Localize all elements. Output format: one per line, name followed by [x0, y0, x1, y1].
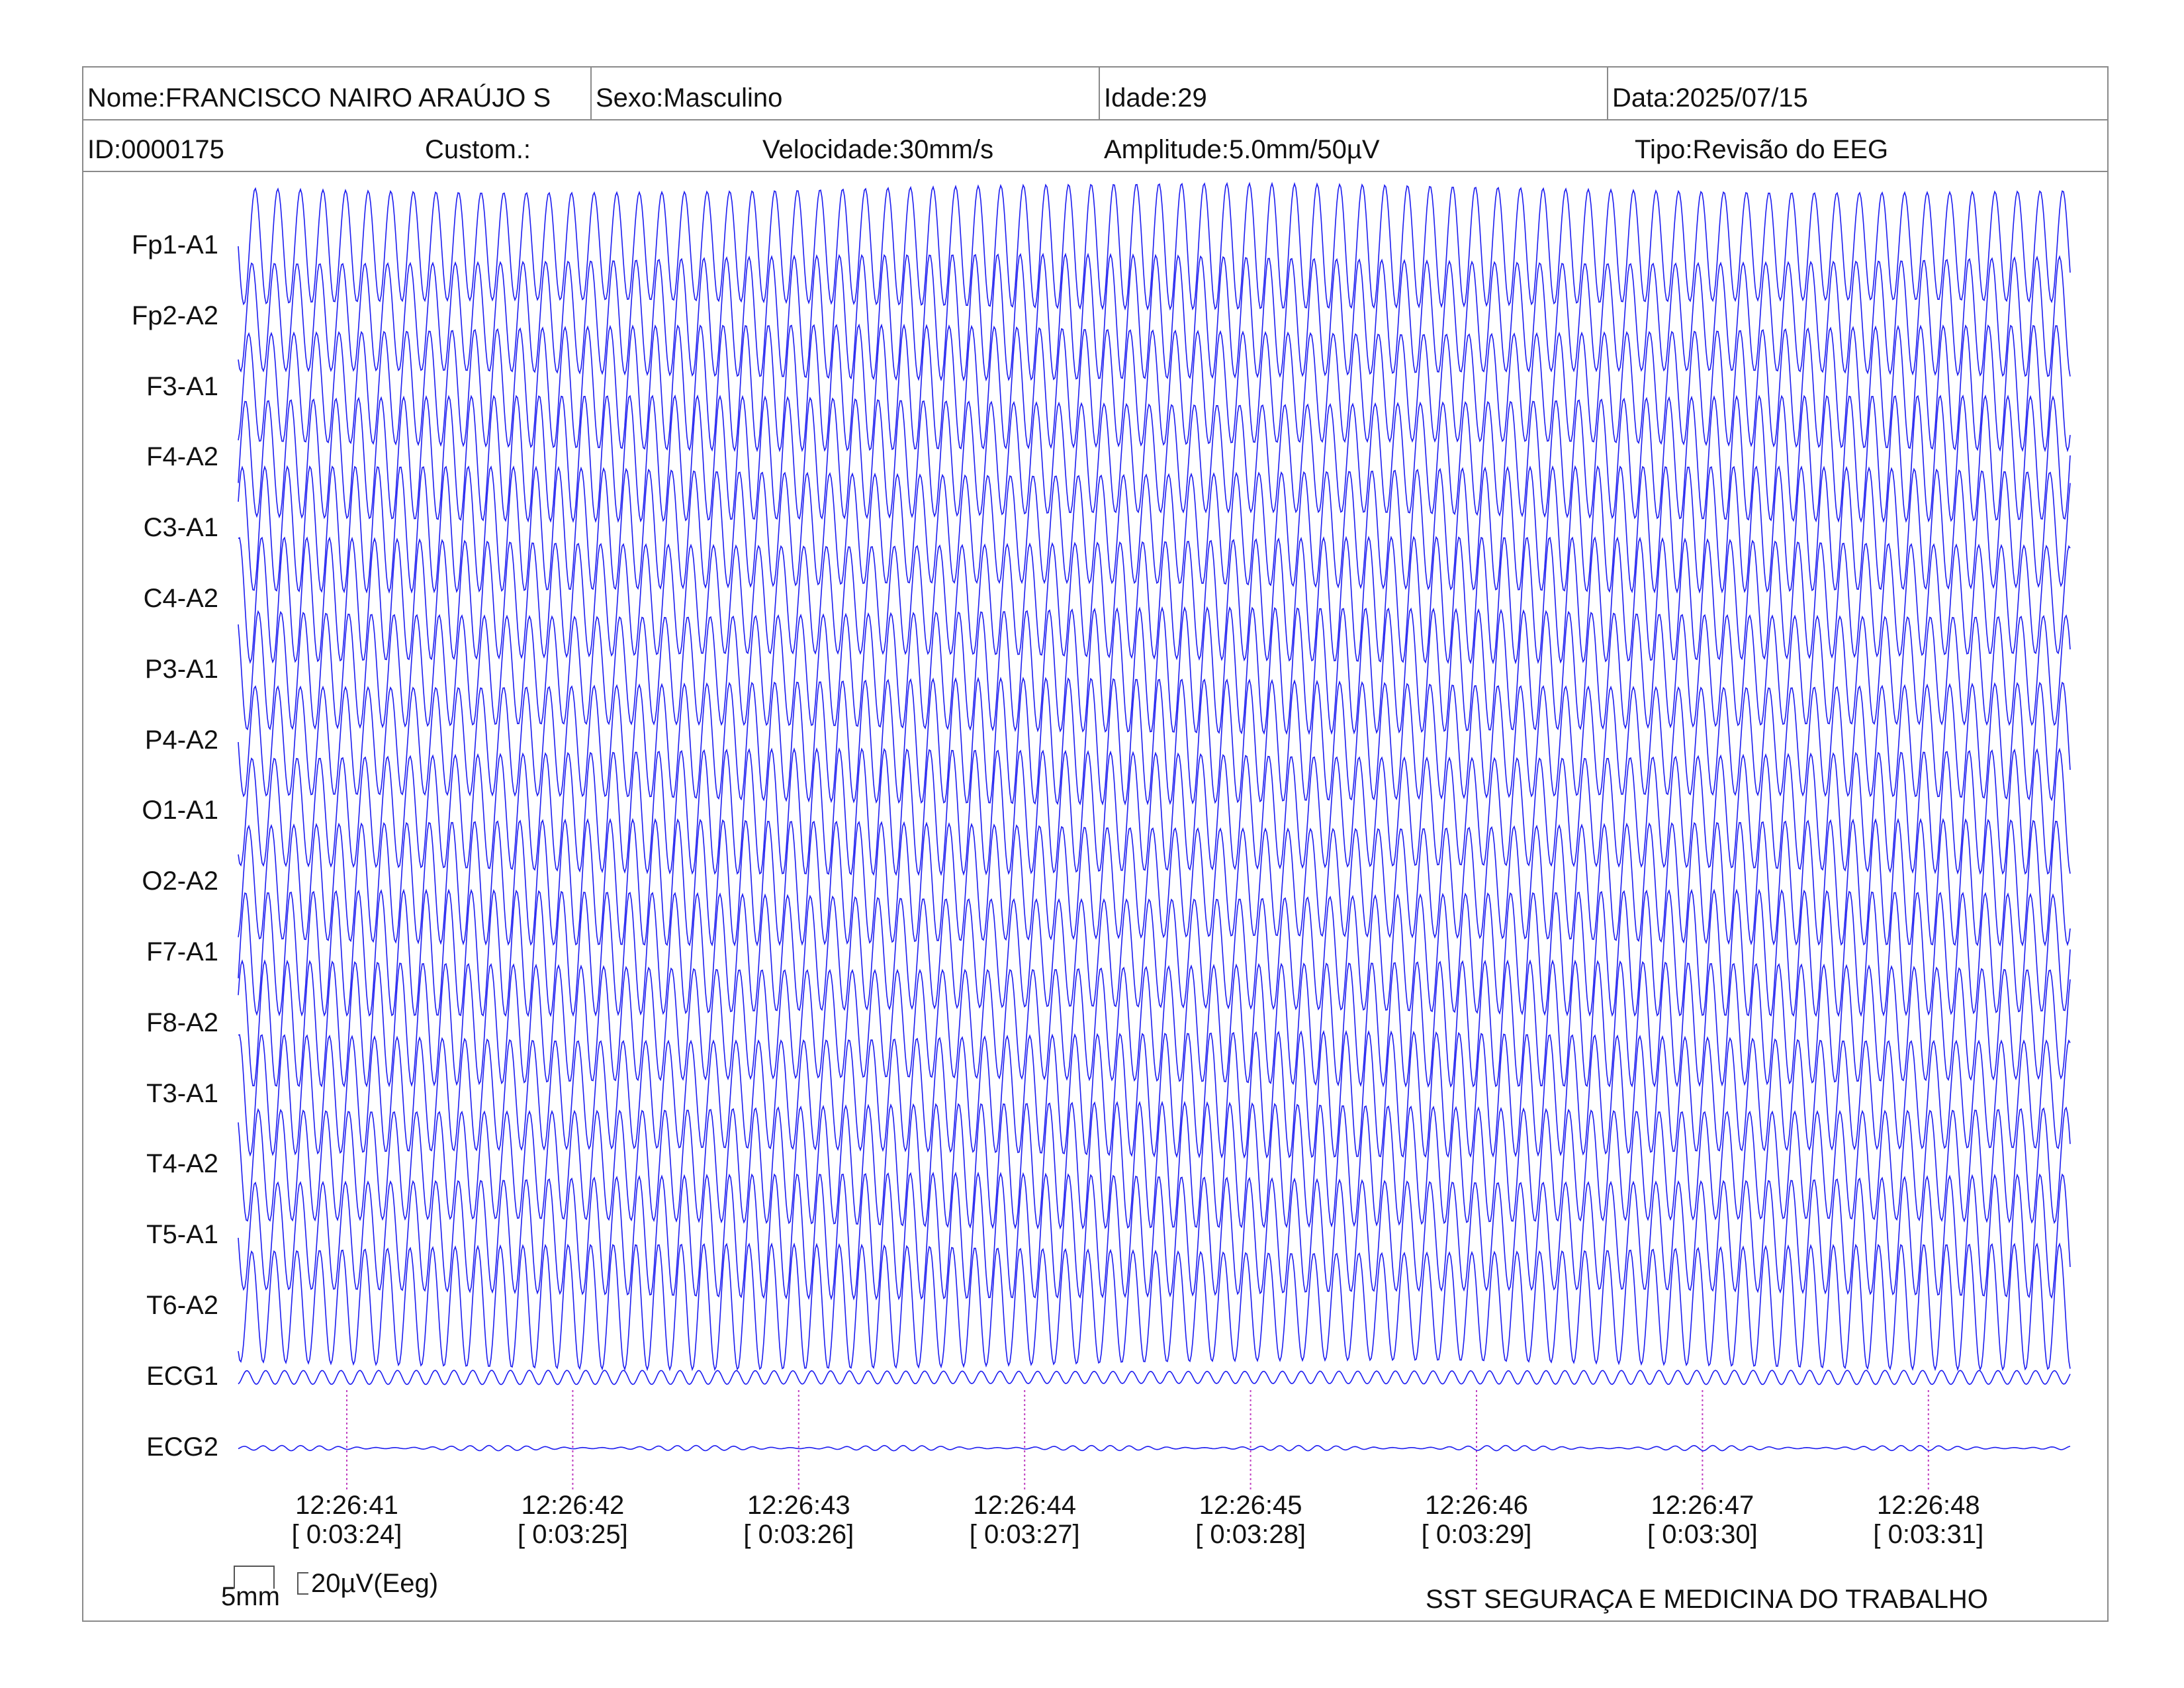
channel-label: P4-A2: [144, 725, 218, 755]
channel-label: ECG2: [146, 1432, 218, 1462]
custom-field: Custom.:: [425, 135, 531, 164]
clock-time: 12:26:43: [747, 1491, 850, 1520]
time-mark-label: 12:26:43[ 0:03:26]: [700, 1491, 898, 1549]
channel-label: T4-A2: [146, 1149, 218, 1179]
trace-c3-a1: [238, 465, 2071, 594]
elapsed-time: [ 0:03:26]: [743, 1520, 854, 1549]
time-mark-label: 12:26:48[ 0:03:31]: [1829, 1491, 2028, 1549]
trace-fp2-a2: [238, 252, 2071, 382]
clock-time: 12:26:46: [1425, 1491, 1528, 1520]
patient-name: Nome:FRANCISCO NAIRO ARAÚJO S: [87, 83, 551, 113]
amplitude-scale-label: 20µV(Eeg): [311, 1569, 439, 1598]
patient-age: Idade:29: [1104, 83, 1207, 113]
elapsed-time: [ 0:03:25]: [517, 1520, 628, 1549]
channel-label: C4-A2: [143, 584, 218, 613]
exam-type: Tipo:Revisão do EEG: [1635, 135, 1889, 164]
channel-label: T3-A1: [146, 1078, 218, 1108]
trace-ecg2: [238, 1444, 2071, 1452]
trace-p4-a2: [238, 677, 2071, 806]
patient-id: ID:0000175: [87, 135, 224, 164]
channel-label: C3-A1: [143, 513, 218, 543]
time-mark-label: 12:26:47[ 0:03:30]: [1603, 1491, 1801, 1549]
time-mark-label: 12:26:44[ 0:03:27]: [925, 1491, 1124, 1549]
trace-ecg1: [238, 1370, 2071, 1385]
clock-time: 12:26:42: [521, 1491, 625, 1520]
header-col-divider: [1607, 66, 1608, 119]
channel-label: Fp2-A2: [131, 301, 218, 330]
header-col-divider: [590, 66, 592, 119]
time-mark-label: 12:26:41[ 0:03:24]: [248, 1491, 446, 1549]
trace-f4-a2: [238, 394, 2071, 524]
trace-t4-a2: [238, 1100, 2071, 1230]
time-mark-label: 12:26:42[ 0:03:25]: [473, 1491, 672, 1549]
time-mark-label: 12:26:45[ 0:03:28]: [1152, 1491, 1350, 1549]
channel-label: F8-A2: [146, 1008, 218, 1037]
channel-label: F3-A1: [146, 371, 218, 401]
trace-p3-a1: [238, 606, 2071, 735]
channel-label: T6-A2: [146, 1291, 218, 1320]
channel-label: Fp1-A1: [131, 230, 218, 259]
channel-label: F7-A1: [146, 937, 218, 966]
channel-label: O1-A1: [142, 796, 218, 825]
amplitude-scale-bar: [297, 1572, 308, 1595]
trace-t3-a1: [238, 1029, 2071, 1159]
clock-time: 12:26:45: [1199, 1491, 1302, 1520]
header-row-divider: [82, 119, 2109, 120]
header-col-divider: [1099, 66, 1100, 119]
exam-date: Data:2025/07/15: [1612, 83, 1808, 113]
header-bottom-divider: [82, 171, 2109, 172]
trace-f8-a2: [238, 959, 2071, 1088]
channel-label: O2-A2: [142, 867, 218, 896]
time-scale-label: 5mm: [221, 1582, 280, 1611]
elapsed-time: [ 0:03:28]: [1195, 1520, 1306, 1549]
amplitude-setting: Amplitude:5.0mm/50µV: [1104, 135, 1380, 164]
time-scale-bar: [234, 1566, 275, 1589]
clock-time: 12:26:41: [295, 1491, 398, 1520]
trace-f3-a1: [238, 323, 2071, 453]
channel-label: T5-A1: [146, 1220, 218, 1250]
trace-t5-a1: [238, 1171, 2071, 1301]
trace-fp1-a1: [238, 181, 2071, 311]
company-name: SST SEGURAÇA E MEDICINA DO TRABALHO: [1426, 1585, 1988, 1614]
report-frame: [82, 66, 2109, 1622]
elapsed-time: [ 0:03:27]: [969, 1520, 1080, 1549]
elapsed-time: [ 0:03:31]: [1873, 1520, 1984, 1549]
speed-setting: Velocidade:30mm/s: [762, 135, 994, 164]
clock-time: 12:26:48: [1876, 1491, 1980, 1520]
trace-c4-a2: [238, 536, 2071, 665]
patient-sex: Sexo:Masculino: [596, 83, 783, 113]
channel-label: ECG1: [146, 1361, 218, 1391]
trace-o1-a1: [238, 747, 2071, 876]
clock-time: 12:26:44: [973, 1491, 1077, 1520]
trace-f7-a1: [238, 888, 2071, 1017]
time-mark-label: 12:26:46[ 0:03:29]: [1377, 1491, 1576, 1549]
elapsed-time: [ 0:03:29]: [1421, 1520, 1532, 1549]
trace-t6-a2: [238, 1242, 2071, 1372]
channel-label: F4-A2: [146, 442, 218, 472]
channel-label: P3-A1: [144, 654, 218, 684]
trace-o2-a2: [238, 818, 2071, 947]
elapsed-time: [ 0:03:30]: [1647, 1520, 1758, 1549]
elapsed-time: [ 0:03:24]: [291, 1520, 402, 1549]
clock-time: 12:26:47: [1651, 1491, 1754, 1520]
